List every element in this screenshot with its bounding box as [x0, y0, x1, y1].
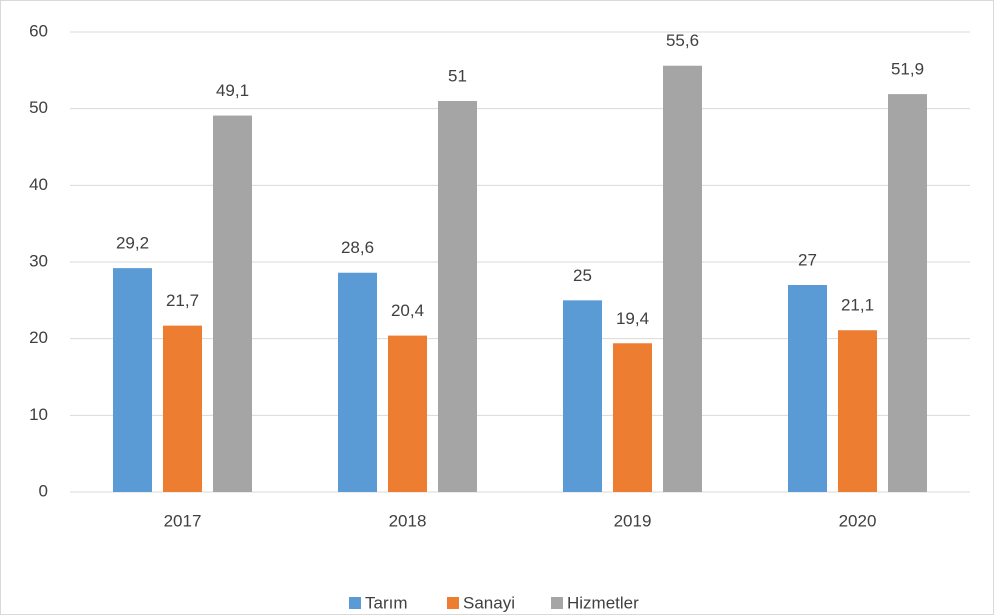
bar — [563, 300, 602, 492]
x-tick-label: 2019 — [614, 511, 652, 530]
bar — [113, 268, 152, 492]
data-label: 49,1 — [216, 81, 249, 100]
bar — [788, 285, 827, 492]
data-label: 51 — [448, 66, 467, 85]
bar — [163, 325, 202, 492]
legend-label: Sanayi — [463, 593, 515, 612]
legend-swatch — [551, 597, 563, 609]
bar — [338, 272, 377, 492]
x-tick-label: 2020 — [839, 511, 877, 530]
data-label: 28,6 — [341, 238, 374, 257]
data-label: 25 — [573, 266, 592, 285]
y-tick-label: 10 — [29, 405, 48, 424]
y-tick-label: 30 — [29, 251, 48, 270]
data-label: 51,9 — [891, 60, 924, 79]
data-label: 27 — [798, 250, 817, 269]
data-label: 55,6 — [666, 31, 699, 50]
legend-swatch — [349, 597, 361, 609]
legend-swatch — [447, 597, 459, 609]
bar — [438, 101, 477, 492]
data-label: 19,4 — [616, 309, 649, 328]
data-label: 21,7 — [166, 291, 199, 310]
y-tick-label: 20 — [29, 328, 48, 347]
bar — [663, 65, 702, 492]
legend-label: Tarım — [365, 593, 408, 612]
y-tick-label: 60 — [29, 21, 48, 40]
bar — [838, 330, 877, 492]
data-label: 29,2 — [116, 234, 149, 253]
y-tick-label: 50 — [29, 98, 48, 117]
legend-label: Hizmetler — [567, 593, 639, 612]
x-tick-label: 2018 — [389, 511, 427, 530]
bar — [213, 115, 252, 493]
y-tick-label: 0 — [39, 481, 48, 500]
x-tick-label: 2017 — [164, 511, 202, 530]
data-label: 21,1 — [841, 296, 874, 315]
y-tick-label: 40 — [29, 175, 48, 194]
bar — [888, 94, 927, 492]
bar — [388, 335, 427, 492]
data-label: 20,4 — [391, 301, 424, 320]
bar — [613, 343, 652, 492]
